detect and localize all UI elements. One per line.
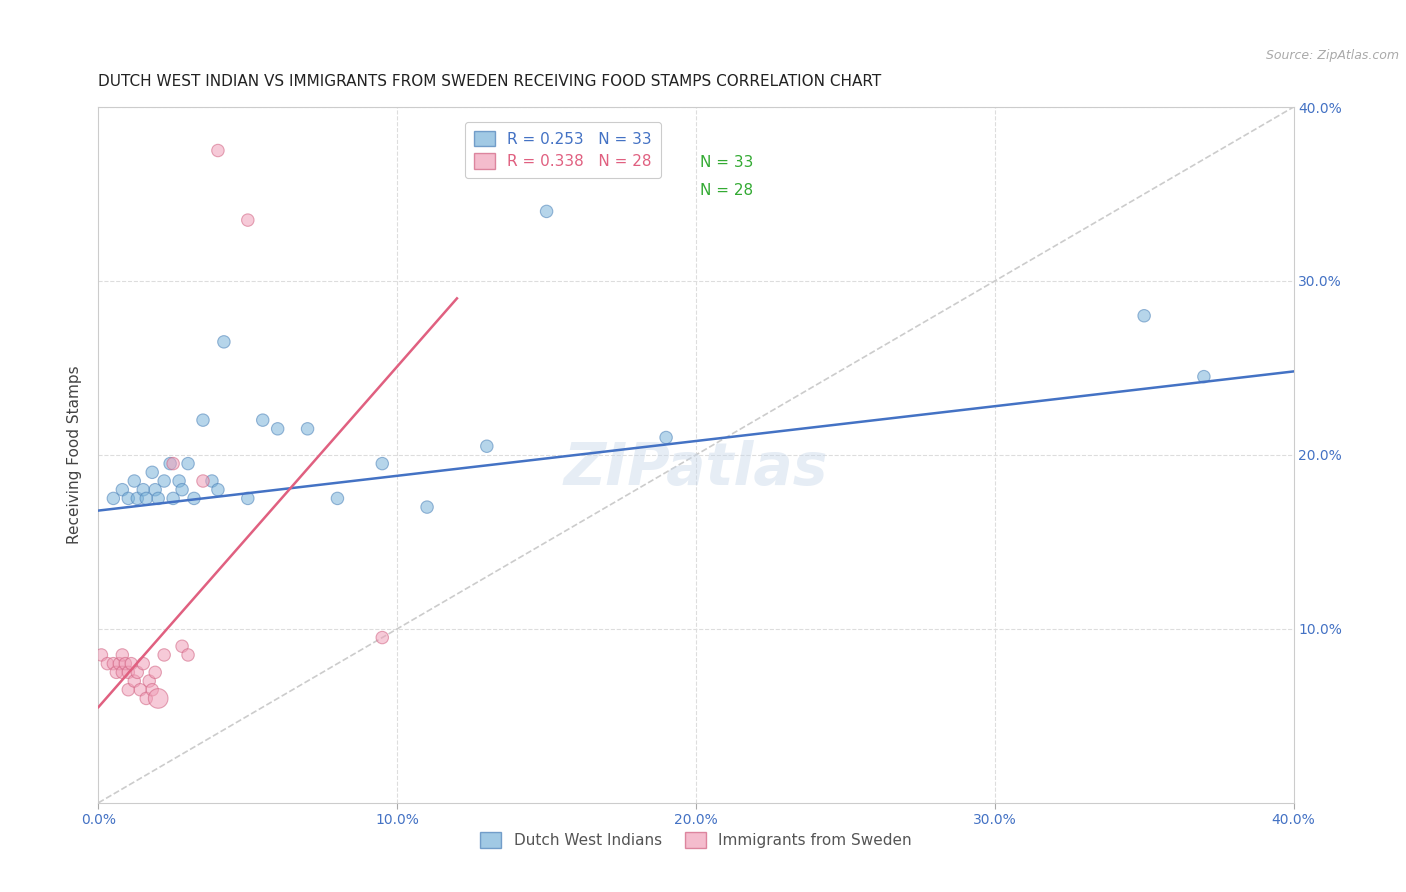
Point [127,491,149,506]
Point [167,474,190,488]
Point [148,491,170,506]
Point [124,674,146,689]
Point [153,474,176,488]
Point [129,682,152,697]
Point [212,334,235,349]
Point [371,457,394,471]
Point [143,665,166,680]
Point [162,491,184,506]
Text: N = 28: N = 28 [700,183,752,198]
Point [267,422,290,436]
Point [141,682,163,697]
Point [416,500,439,514]
Point [124,474,146,488]
Point [172,483,194,497]
Point [1133,309,1156,323]
Point [475,439,498,453]
Point [177,457,200,471]
Point [132,483,155,497]
Point [127,665,149,680]
Point [1192,369,1215,384]
Point [117,491,139,506]
Point [117,682,139,697]
Point [536,204,558,219]
Point [191,413,214,427]
Text: DUTCH WEST INDIAN VS IMMIGRANTS FROM SWEDEN RECEIVING FOOD STAMPS CORRELATION CH: DUTCH WEST INDIAN VS IMMIGRANTS FROM SWE… [98,74,882,89]
Point [371,631,394,645]
Point [103,491,125,506]
Point [111,648,134,662]
Point [90,648,112,662]
Point [117,665,139,680]
Point [135,491,157,506]
Point [252,413,274,427]
Point [236,213,259,227]
Point [183,491,205,506]
Point [132,657,155,671]
Text: Source: ZipAtlas.com: Source: ZipAtlas.com [1265,49,1399,62]
Point [114,657,136,671]
Point [141,466,163,480]
Point [148,691,170,706]
Point [191,474,214,488]
Point [138,674,160,689]
Point [172,639,194,653]
Point [111,483,134,497]
Y-axis label: Receiving Food Stamps: Receiving Food Stamps [67,366,83,544]
Point [207,483,229,497]
Point [111,665,134,680]
Point [105,665,128,680]
Legend: Dutch West Indians, Immigrants from Sweden: Dutch West Indians, Immigrants from Swed… [474,826,918,855]
Point [120,657,142,671]
Point [236,491,259,506]
Point [297,422,319,436]
Point [108,657,131,671]
Point [655,430,678,444]
Point [177,648,200,662]
Text: N = 33: N = 33 [700,155,754,170]
Point [326,491,349,506]
Text: ZIPatlas: ZIPatlas [564,441,828,498]
Point [162,457,184,471]
Point [153,648,176,662]
Point [103,657,125,671]
Point [143,483,166,497]
Point [135,691,157,706]
Point [207,144,229,158]
Point [96,657,118,671]
Point [201,474,224,488]
Point [159,457,181,471]
